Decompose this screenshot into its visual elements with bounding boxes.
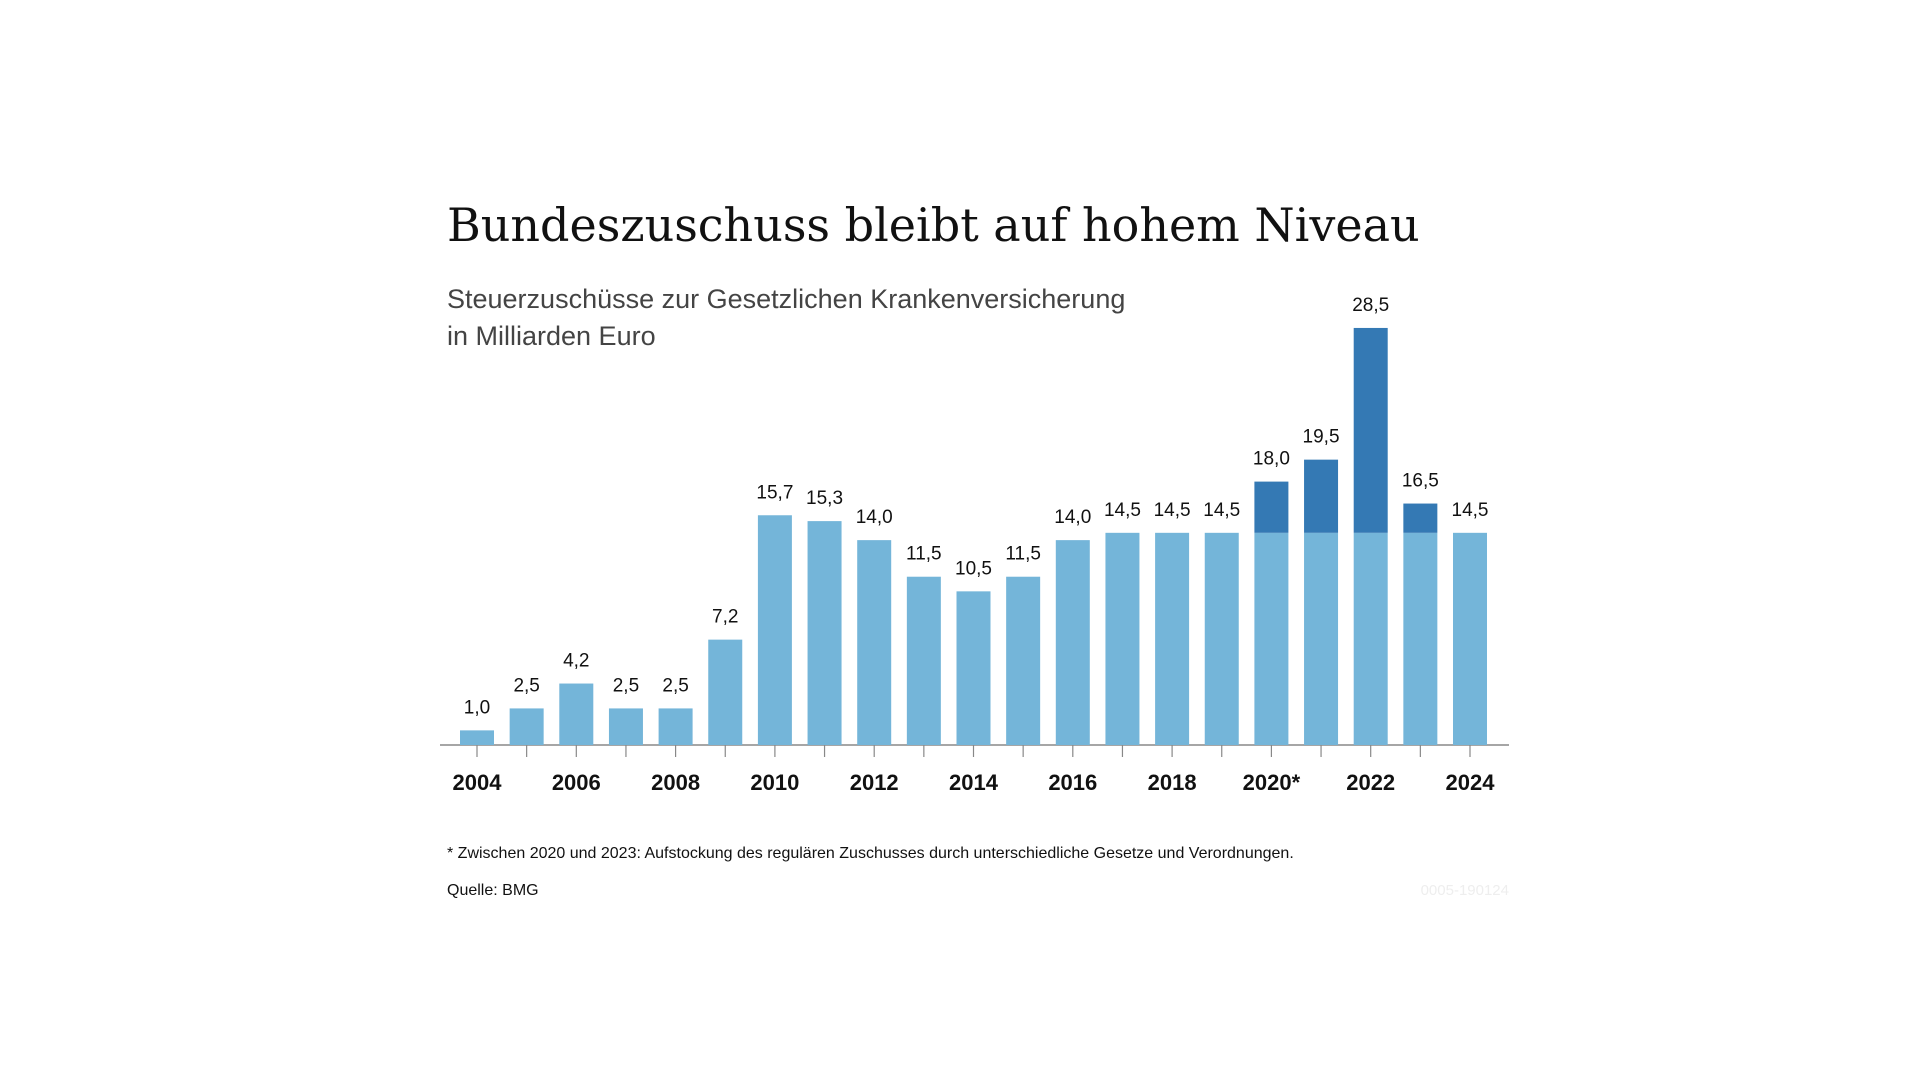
value-label: 14,5	[1154, 500, 1191, 521]
bar-segment	[906, 576, 941, 745]
chart-title: Bundeszuschuss bleibt auf hohem Niveau	[447, 198, 1420, 252]
value-label: 15,3	[806, 488, 843, 509]
value-label: 28,5	[1352, 295, 1389, 316]
x-tick-label: 2014	[949, 770, 999, 795]
value-label: 7,2	[712, 607, 738, 628]
bar-segment	[1006, 576, 1041, 745]
footnote: * Zwischen 2020 und 2023: Aufstockung de…	[447, 845, 1294, 862]
bar-segment	[1453, 532, 1487, 745]
x-tick-label: 2024	[1446, 770, 1496, 795]
bar-segment	[559, 683, 594, 745]
chart-subtitle: in Milliarden Euro	[447, 321, 656, 351]
value-label: 19,5	[1303, 427, 1340, 448]
bar-segment	[956, 591, 991, 745]
graphic-id: 0005-190124	[1421, 882, 1509, 899]
bar-segment	[1055, 540, 1090, 745]
bar-segment	[1304, 459, 1339, 533]
bar-segment	[1204, 532, 1239, 745]
bar-segment	[1403, 532, 1438, 745]
x-tick-label: 2018	[1148, 770, 1197, 795]
bar-segment	[1155, 532, 1190, 745]
value-label: 18,0	[1253, 449, 1290, 470]
bar-segment	[509, 708, 544, 745]
bar-segment	[757, 515, 792, 745]
value-label: 15,7	[756, 482, 793, 503]
x-tick-label: 2016	[1048, 770, 1097, 795]
bar-segment	[1353, 532, 1388, 745]
bar-segment	[857, 540, 892, 745]
bar-segment	[1304, 532, 1339, 745]
x-tick-label: 2020*	[1243, 770, 1301, 795]
value-label: 14,5	[1203, 500, 1240, 521]
x-tick-label: 2008	[651, 770, 700, 795]
bar-segment	[1353, 327, 1388, 533]
chart-subtitle: Steuerzuschüsse zur Gesetzlichen Kranken…	[447, 284, 1125, 314]
value-label: 10,5	[955, 558, 992, 579]
value-label: 14,0	[856, 507, 893, 528]
value-label: 14,0	[1054, 507, 1091, 528]
bar-segment	[658, 708, 693, 745]
bar-segment	[1254, 532, 1289, 745]
bar-segment	[807, 521, 842, 745]
value-label: 2,5	[513, 675, 539, 696]
bar-segment	[608, 708, 643, 745]
value-label: 1,0	[464, 697, 490, 718]
x-tick-label: 2006	[552, 770, 601, 795]
x-tick-label: 2022	[1346, 770, 1395, 795]
value-label: 14,5	[1452, 500, 1489, 521]
bar-segment	[1254, 481, 1289, 533]
x-tick-label: 2012	[850, 770, 899, 795]
value-label: 11,5	[1005, 544, 1041, 565]
value-label: 16,5	[1402, 471, 1439, 492]
bar-segment	[708, 639, 743, 745]
x-tick-label: 2010	[750, 770, 799, 795]
value-label: 11,5	[906, 544, 942, 565]
source: Quelle: BMG	[447, 882, 539, 899]
value-label: 2,5	[613, 675, 639, 696]
value-label: 2,5	[662, 675, 688, 696]
value-label: 4,2	[563, 651, 589, 672]
bar-segment	[1105, 532, 1140, 745]
bar-segment	[460, 730, 494, 745]
bar-segment	[1403, 503, 1438, 533]
value-label: 14,5	[1104, 500, 1141, 521]
x-tick-label: 2004	[453, 770, 503, 795]
